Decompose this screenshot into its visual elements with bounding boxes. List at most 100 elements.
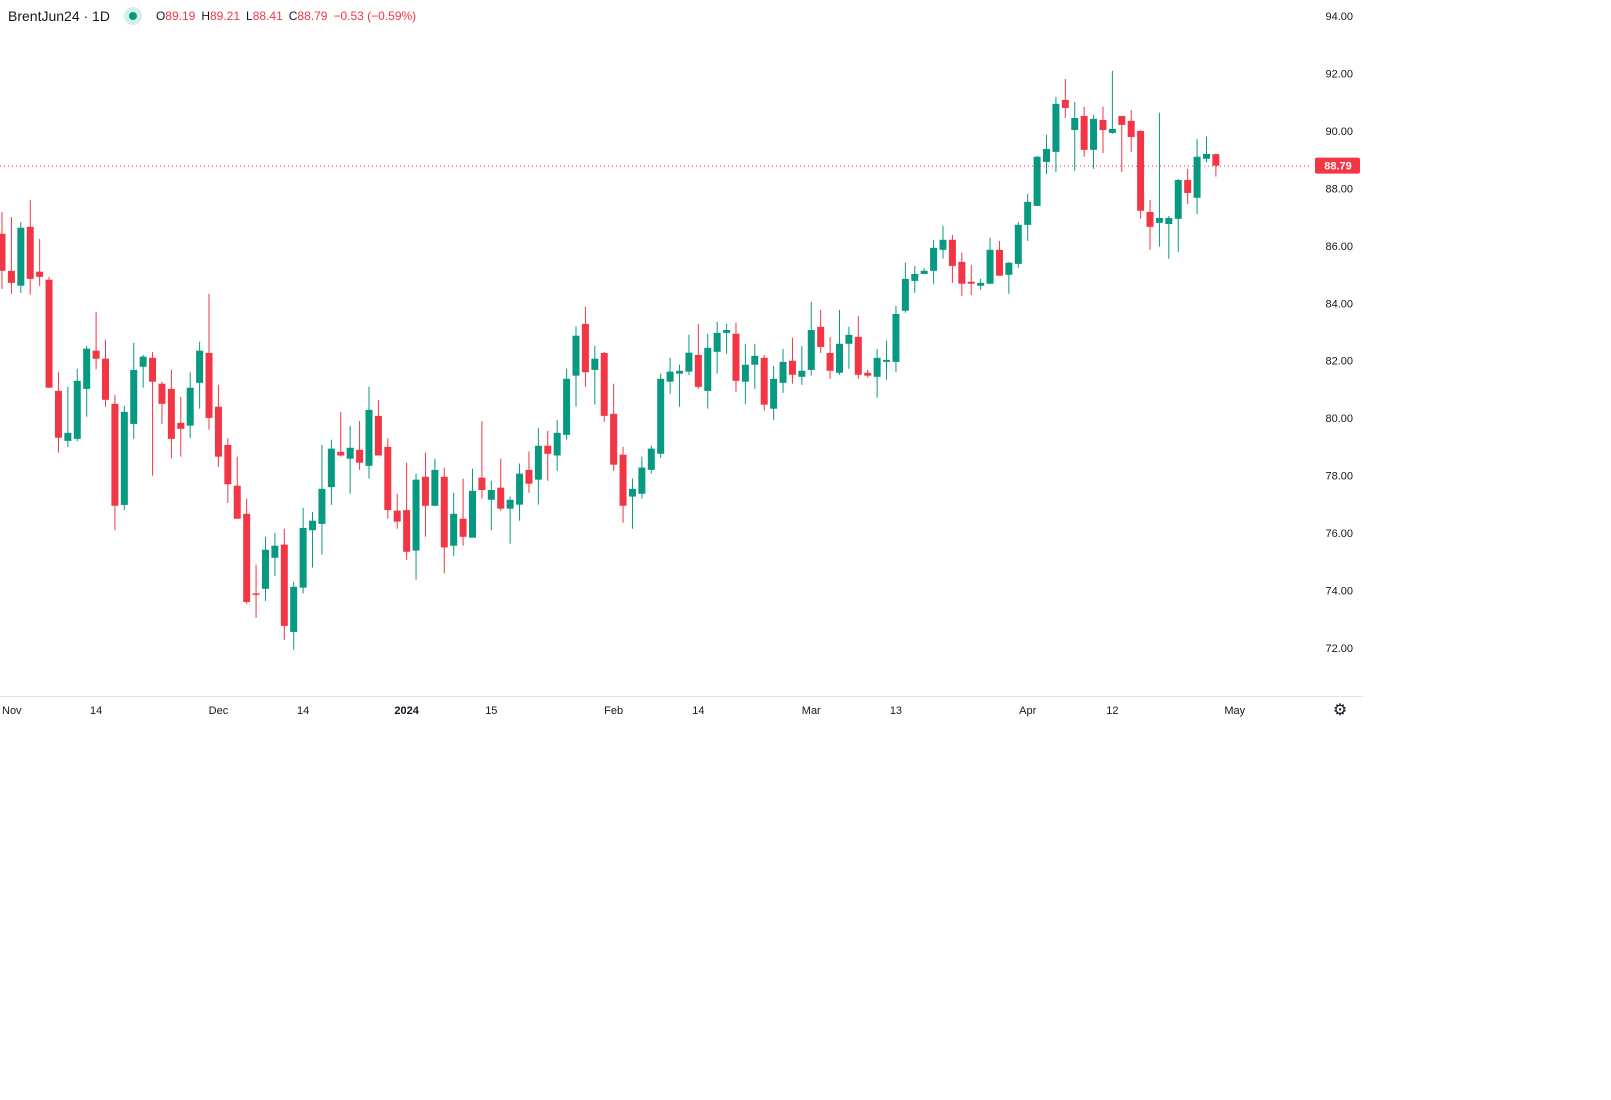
candle-body [440, 476, 448, 548]
candle-body [591, 358, 599, 370]
candle-body [280, 544, 288, 626]
candle-body [478, 477, 486, 490]
candle [591, 345, 599, 405]
candle-body [271, 545, 279, 558]
candle-body [83, 348, 91, 389]
candle [54, 372, 62, 453]
candle-body [149, 357, 157, 382]
candle-body [92, 350, 100, 359]
candle [1080, 106, 1088, 157]
price-tick-label: 82.00 [1325, 356, 1353, 368]
candle-body [431, 469, 439, 506]
candle-body [610, 413, 618, 465]
price-axis[interactable]: 94.00 92.00 90.00 88.00 86.00 84.00 82.00 80.00… [1325, 11, 1353, 655]
candle-body [525, 469, 533, 484]
gear-icon[interactable]: ⚙ [1332, 702, 1348, 719]
candle-body [986, 249, 994, 284]
candle-body [920, 270, 928, 274]
candle-body [563, 378, 571, 435]
candle [911, 265, 919, 293]
candle-body [365, 409, 373, 466]
candle-body [826, 352, 834, 371]
candle [252, 564, 260, 618]
time-tick-label: 13 [890, 705, 902, 717]
candle-body [817, 326, 825, 347]
candle [741, 343, 749, 404]
last-price-label: 88.79 [1324, 161, 1352, 173]
time-tick-label: Mar [802, 705, 821, 717]
candle [553, 419, 561, 471]
candle-body [939, 239, 947, 250]
price-tick-label: 92.00 [1325, 68, 1353, 80]
candle [120, 405, 128, 511]
close-value: 88.79 [297, 9, 328, 23]
candle-body [1061, 99, 1069, 108]
candle [459, 478, 467, 546]
candle-body [290, 586, 298, 632]
candle-body [534, 445, 542, 480]
candle-body [506, 499, 514, 509]
candle-body [581, 323, 589, 373]
price-tick-label: 94.00 [1325, 11, 1353, 23]
candle [384, 438, 392, 519]
candle [788, 337, 796, 384]
price-tick-label: 84.00 [1325, 298, 1353, 310]
candle [1146, 199, 1154, 250]
candle [525, 451, 533, 493]
candle [139, 354, 147, 388]
candle [431, 458, 439, 506]
candle-body [1127, 120, 1135, 137]
candle-body [1165, 217, 1173, 224]
candle-body [864, 372, 872, 376]
candle [563, 368, 571, 440]
candle [205, 293, 213, 430]
candle-body [704, 347, 712, 391]
symbol-title[interactable]: BrentJun24 · 1D [8, 8, 110, 24]
candle [807, 301, 815, 376]
candle [261, 536, 269, 601]
candle-body [1202, 153, 1210, 159]
candle-body [111, 403, 119, 506]
candle [149, 351, 157, 476]
candle [873, 348, 881, 398]
candle-body [892, 313, 900, 362]
candle [271, 533, 279, 577]
candle [365, 386, 373, 479]
candle-body [469, 490, 476, 538]
candle-body [233, 485, 241, 519]
time-axis[interactable]: Nov 14 Dec 14 2024 15 Feb 14 Mar 13 Apr 12 May [2, 705, 1246, 717]
candle-body [224, 444, 232, 485]
candle-body [36, 271, 44, 277]
candle [196, 341, 204, 409]
candle [864, 369, 872, 378]
candle [1090, 114, 1098, 169]
candle [1184, 168, 1192, 204]
candle-body [901, 278, 909, 311]
low-value: 88.41 [252, 9, 283, 23]
candle [892, 305, 900, 373]
candle [403, 462, 411, 560]
candle-body [788, 360, 796, 375]
candle-body [337, 451, 345, 456]
candle [346, 425, 354, 494]
candle [1193, 138, 1201, 214]
candle [581, 306, 589, 387]
candle-body [1090, 118, 1098, 150]
candle-body [196, 350, 204, 383]
candle [619, 446, 627, 523]
candle [17, 221, 25, 293]
candle [1118, 115, 1126, 172]
candle-body [120, 411, 128, 505]
candle [469, 468, 476, 538]
candle [995, 240, 1003, 276]
candle [628, 478, 636, 529]
candle [412, 473, 420, 580]
candle [337, 411, 345, 457]
candle-body [1193, 156, 1201, 198]
candle-body [177, 422, 185, 429]
candle-body [1071, 117, 1079, 131]
candle [647, 445, 655, 474]
high-value: 89.21 [210, 9, 241, 23]
candle-body [516, 473, 524, 505]
